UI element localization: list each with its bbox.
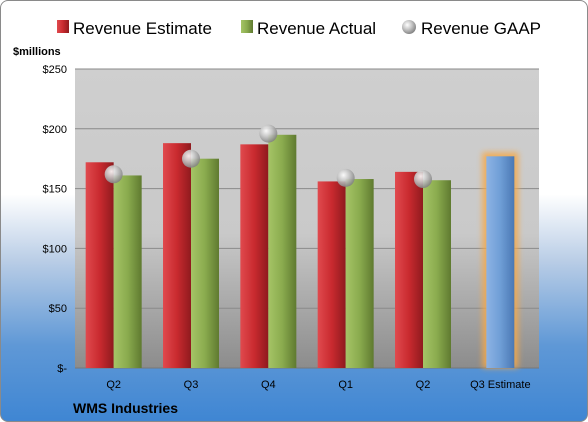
legend-label-gaap: Revenue GAAP [421, 19, 541, 38]
bar-revenue-estimate [163, 143, 191, 368]
gridlines [75, 68, 539, 369]
y-tick-label: $50 [49, 303, 67, 315]
y-tick-label: $150 [43, 184, 67, 196]
x-tick-label: Q2 [106, 379, 121, 391]
legend-label-actual: Revenue Actual [257, 19, 376, 38]
bar-revenue-estimate [85, 162, 114, 368]
legend-swatch-gaap [402, 20, 416, 34]
x-tick-label: Q3 [184, 379, 199, 391]
x-tick-label: Q3 Estimate [470, 379, 531, 391]
legend: Revenue Estimate Revenue Actual Revenue … [57, 19, 541, 38]
bar-revenue-actual [423, 180, 451, 368]
x-tick-label: Q2 [416, 379, 431, 391]
bar-future-estimate [486, 156, 515, 368]
company-name: WMS Industries [73, 400, 178, 416]
legend-swatch-actual [241, 20, 253, 33]
bar-revenue-estimate [240, 144, 269, 368]
bar-revenue-actual [113, 175, 142, 368]
x-axis-ticks: Q2 Q3 Q4 Q1 Q2 Q3 Estimate [106, 379, 530, 391]
legend-swatch-estimate [57, 20, 69, 33]
marker-revenue-gaap [336, 168, 355, 187]
x-tick-label: Q4 [261, 379, 276, 391]
y-tick-label: $200 [43, 124, 67, 136]
y-tick-label: $100 [43, 243, 67, 255]
marker-revenue-gaap [414, 170, 432, 189]
marker-revenue-gaap [182, 149, 200, 168]
y-axis-unit-label: $millions [13, 46, 61, 58]
bar-revenue-actual [345, 179, 374, 368]
y-tick-label: $250 [43, 64, 67, 76]
legend-label-estimate: Revenue Estimate [73, 19, 212, 38]
bar-revenue-actual [268, 134, 297, 368]
bar-revenue-estimate [317, 181, 346, 368]
chart-marks [85, 124, 519, 368]
x-tick-label: Q1 [338, 379, 353, 391]
y-tick-label: $- [57, 363, 67, 375]
bar-revenue-actual [191, 158, 219, 368]
bar-revenue-estimate [395, 171, 423, 368]
plot-area [75, 69, 539, 368]
marker-revenue-gaap [259, 124, 278, 143]
marker-revenue-gaap [104, 165, 123, 184]
y-axis-ticks: $- $50 $100 $150 $200 $250 [43, 64, 68, 375]
